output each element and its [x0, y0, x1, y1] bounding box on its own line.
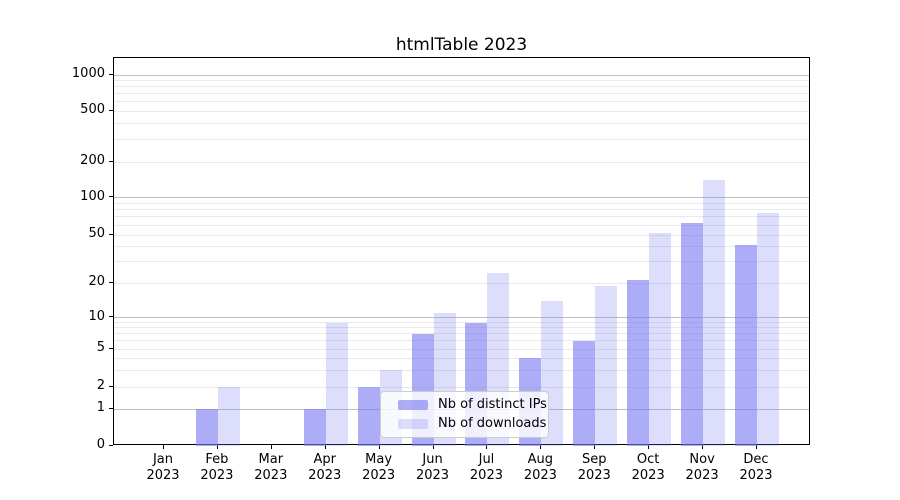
- gridline-minor: [114, 209, 809, 211]
- gridline-minor: [114, 93, 809, 95]
- legend-row-downloads: Nb of downloads: [381, 417, 548, 431]
- bar-downloads-oct: [649, 232, 672, 446]
- gridline-minor: [114, 322, 809, 323]
- gridline-minor: [114, 369, 809, 371]
- y-tick-label-200: 200: [80, 153, 105, 168]
- y-tick-label-5: 5: [96, 340, 105, 356]
- gridline-minor: [114, 348, 809, 350]
- x-tick-label-nov: Nov 2023: [685, 452, 719, 483]
- x-tick-mark: [378, 445, 380, 449]
- x-tick-mark: [702, 445, 704, 449]
- gridline-minor: [114, 138, 809, 140]
- y-tick-label-100: 100: [80, 188, 105, 204]
- x-tick-mark: [648, 445, 650, 449]
- y-tick-mark: [109, 160, 113, 162]
- y-tick-mark: [109, 196, 113, 198]
- y-tick-mark: [109, 233, 113, 235]
- y-tick-mark: [109, 407, 113, 409]
- bar-downloads-dec: [757, 213, 779, 446]
- x-tick-label-oct: Oct 2023: [631, 452, 665, 483]
- gridline-minor: [114, 122, 809, 124]
- x-tick-label-aug: Aug 2023: [523, 452, 557, 483]
- bar-ips-may: [357, 387, 380, 446]
- legend-swatch-downloads-icon: [398, 419, 428, 429]
- x-tick-mark: [432, 445, 434, 449]
- bar-downloads-sep: [595, 285, 618, 446]
- x-tick-mark: [163, 445, 164, 449]
- x-tick-mark: [216, 445, 218, 449]
- legend-label-downloads: Nb of downloads: [438, 416, 547, 431]
- gridline-minor: [114, 79, 809, 81]
- gridline-minor: [114, 386, 809, 388]
- gridline-minor: [114, 261, 809, 263]
- plot-area: [113, 57, 810, 446]
- x-tick-label-sep: Sep 2023: [577, 452, 611, 483]
- gridline-minor: [114, 101, 809, 103]
- x-tick-label-may: May 2023: [362, 452, 396, 483]
- x-tick-label-apr: Apr 2023: [308, 452, 342, 483]
- x-tick-label-feb: Feb 2023: [200, 452, 234, 483]
- y-tick-mark: [109, 281, 113, 283]
- gridline-minor: [114, 282, 809, 284]
- bar-ips-apr: [303, 409, 326, 446]
- x-tick-mark: [486, 445, 488, 449]
- y-tick-label-50: 50: [88, 226, 105, 241]
- gridline-minor: [114, 327, 809, 329]
- x-tick-label-jun: Jun 2023: [415, 452, 450, 483]
- bar-ips-oct: [627, 280, 650, 446]
- legend: Nb of distinct IPs Nb of downloads: [380, 391, 549, 438]
- y-tick-mark: [109, 347, 113, 349]
- x-tick-label-dec: Dec 2023: [739, 452, 773, 483]
- x-tick-label-jul: Jul 2023: [469, 452, 503, 483]
- y-tick-mark: [109, 385, 113, 387]
- y-tick-label-20: 20: [88, 274, 105, 289]
- y-tick-mark: [109, 109, 113, 111]
- legend-swatch-ips-icon: [398, 400, 428, 410]
- x-tick-mark: [324, 445, 326, 449]
- y-tick-mark: [109, 444, 113, 446]
- bar-ips-dec: [735, 245, 757, 446]
- gridline-major: [114, 317, 809, 319]
- gridline-minor: [114, 86, 809, 88]
- chart-title: htmlTable 2023: [395, 35, 528, 55]
- gridline-minor: [114, 340, 809, 342]
- gridline-major: [114, 74, 809, 76]
- x-tick-mark: [540, 445, 542, 449]
- y-tick-label-2: 2: [96, 378, 105, 393]
- gridline-minor: [114, 234, 809, 236]
- bar-ips-sep: [573, 340, 596, 446]
- gridline-minor: [114, 224, 809, 226]
- x-tick-mark: [594, 445, 596, 449]
- bar-ips-feb: [195, 409, 218, 446]
- bar-downloads-feb: [217, 387, 240, 446]
- legend-label-ips: Nb of distinct IPs: [438, 397, 547, 412]
- bar-downloads-apr: [325, 322, 348, 446]
- x-tick-mark: [270, 445, 272, 449]
- bar-ips-nov: [681, 223, 704, 446]
- y-tick-label-1: 1: [96, 400, 105, 415]
- gridline-minor: [114, 110, 809, 112]
- y-tick-label-0: 0: [96, 437, 105, 452]
- x-tick-label-jan: Jan 2023: [146, 452, 180, 483]
- bar-downloads-nov: [703, 180, 726, 446]
- y-tick-label-1000: 1000: [71, 66, 105, 81]
- y-tick-mark: [109, 73, 113, 75]
- gridline-minor: [114, 202, 809, 204]
- gridline-minor: [114, 161, 809, 163]
- gridline-minor: [114, 333, 809, 335]
- legend-row-ips: Nb of distinct IPs: [381, 398, 548, 412]
- gridline-minor: [114, 357, 809, 359]
- y-tick-mark: [109, 316, 113, 318]
- gridline-minor: [114, 216, 809, 218]
- x-tick-label-mar: Mar 2023: [254, 452, 288, 483]
- x-tick-mark: [756, 445, 757, 449]
- y-tick-label-10: 10: [88, 308, 105, 324]
- y-tick-label-500: 500: [80, 102, 105, 117]
- gridline-minor: [114, 246, 809, 248]
- gridline-major: [114, 197, 809, 199]
